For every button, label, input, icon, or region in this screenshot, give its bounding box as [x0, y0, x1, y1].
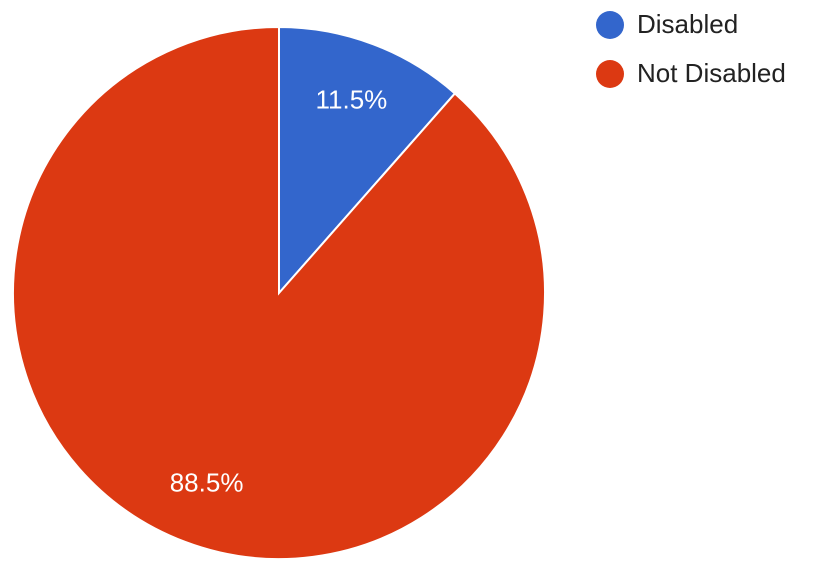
pie-slice: [278, 25, 457, 296]
data-label: 11.5%: [316, 84, 388, 114]
data-label: 88.5%: [170, 467, 244, 497]
pie-slice: [12, 25, 546, 560]
legend-label: Not Disabled: [637, 58, 786, 88]
legend-swatch: [596, 11, 624, 39]
legend-label: Disabled: [637, 9, 738, 39]
legend-swatch: [596, 60, 624, 88]
